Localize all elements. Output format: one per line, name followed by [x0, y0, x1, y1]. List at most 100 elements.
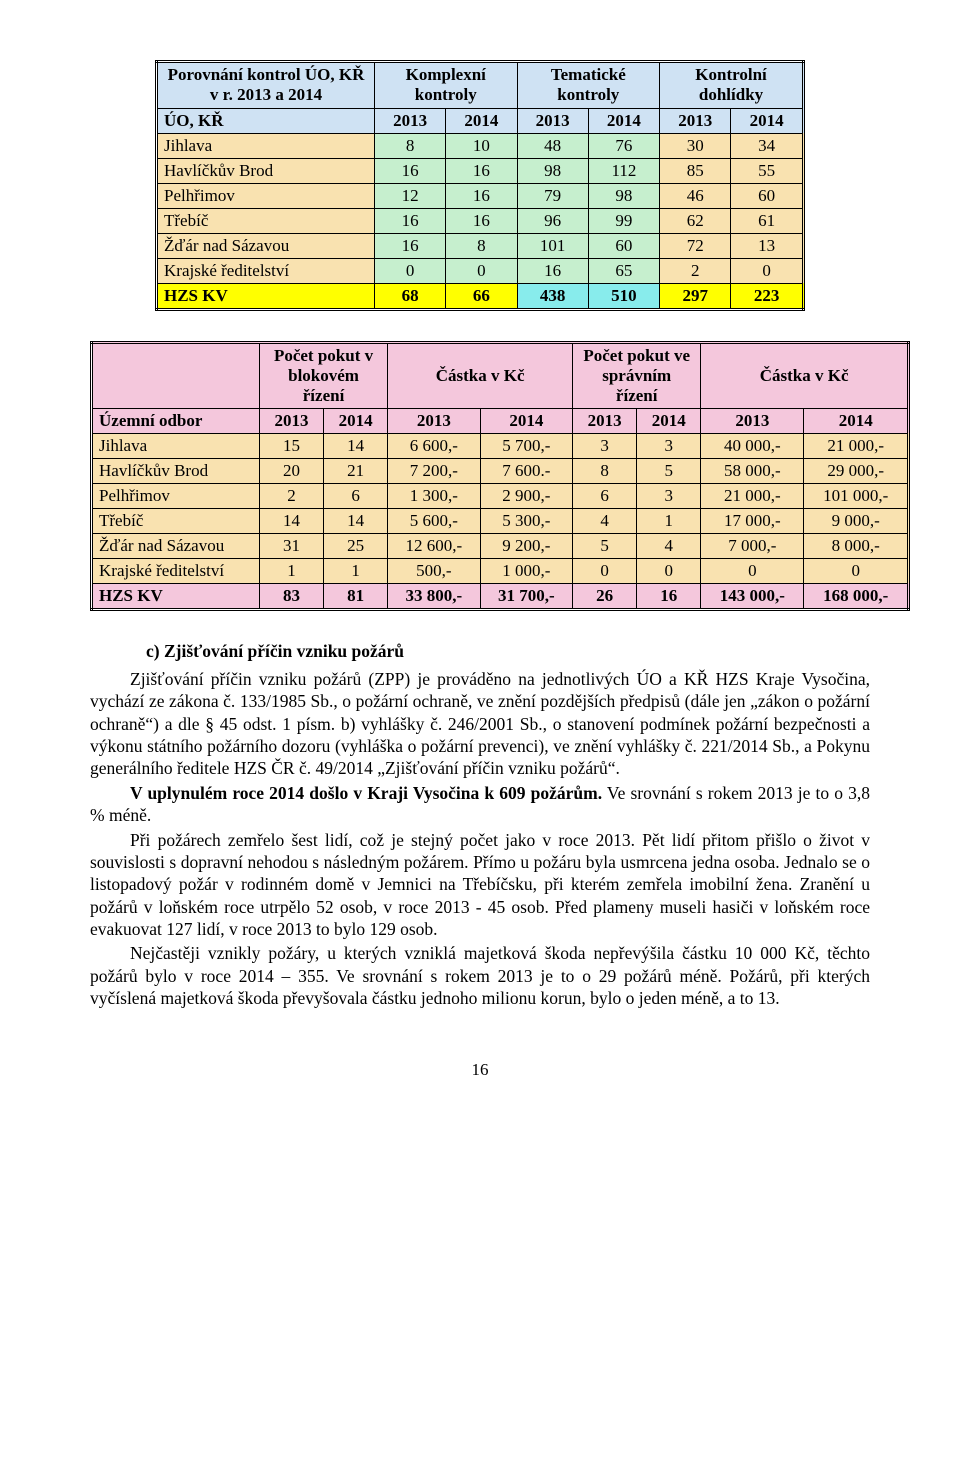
t2-cell: 5 600,-	[388, 508, 481, 533]
t2-year: 2013	[701, 408, 804, 433]
t2-cell: 6 600,-	[388, 433, 481, 458]
t2-cell: 3	[637, 433, 701, 458]
t1-total-label: HZS KV	[157, 283, 375, 309]
t2-row-label: Krajské ředitelství	[92, 558, 260, 583]
t2-cell: 58 000,-	[701, 458, 804, 483]
t1-year: 2013	[517, 108, 588, 133]
t2-cell: 21 000,-	[804, 433, 909, 458]
t1-cell: 16	[375, 208, 446, 233]
t2-group-2: Počet pokut ve správním řízení	[573, 342, 701, 408]
t1-total-cell: 297	[660, 283, 731, 309]
t2-cell: 0	[804, 558, 909, 583]
t1-cell: 46	[660, 183, 731, 208]
t1-cell: 8	[446, 233, 517, 258]
t2-cell: 9 200,-	[480, 533, 573, 558]
t2-cell: 1	[324, 558, 388, 583]
t1-cell: 16	[517, 258, 588, 283]
t2-cell: 8	[573, 458, 637, 483]
t2-cell: 31	[260, 533, 324, 558]
t2-cell: 5	[637, 458, 701, 483]
t2-cell: 5 300,-	[480, 508, 573, 533]
t1-cell: 16	[375, 158, 446, 183]
t1-cell: 60	[588, 233, 659, 258]
t2-cell: 29 000,-	[804, 458, 909, 483]
t2-total-cell: 143 000,-	[701, 583, 804, 609]
t2-cell: 5 700,-	[480, 433, 573, 458]
t2-cell: 21	[324, 458, 388, 483]
t1-row-label: Krajské ředitelství	[157, 258, 375, 283]
paragraph-2-bold: V uplynulém roce 2014 došlo v Kraji Vyso…	[130, 783, 602, 803]
t1-total-cell: 438	[517, 283, 588, 309]
t1-cell: 98	[588, 183, 659, 208]
t1-cell: 0	[446, 258, 517, 283]
t2-cell: 14	[260, 508, 324, 533]
table-controls-comparison: Porovnání kontrol ÚO, KŘ v r. 2013 a 201…	[155, 60, 805, 311]
t2-cell: 0	[637, 558, 701, 583]
t2-cell: 1 000,-	[480, 558, 573, 583]
t2-cell: 6	[324, 483, 388, 508]
t2-blank	[92, 342, 260, 408]
t2-group-0: Počet pokut v blokovém řízení	[260, 342, 388, 408]
t1-cell: 76	[588, 133, 659, 158]
t2-cell: 20	[260, 458, 324, 483]
t1-cell: 79	[517, 183, 588, 208]
t2-total-cell: 83	[260, 583, 324, 609]
t1-row-label: Třebíč	[157, 208, 375, 233]
t2-cell: 5	[573, 533, 637, 558]
t2-row-label: Pelhřimov	[92, 483, 260, 508]
t2-cell: 4	[573, 508, 637, 533]
t1-cell: 10	[446, 133, 517, 158]
t2-group-1: Částka v Kč	[388, 342, 573, 408]
section-heading-c: c) Zjišťování příčin vzniku požárů	[90, 641, 870, 662]
t1-total-cell: 223	[731, 283, 804, 309]
t2-row-label: Havlíčkův Brod	[92, 458, 260, 483]
t2-cell: 6	[573, 483, 637, 508]
t2-total-cell: 81	[324, 583, 388, 609]
t1-cell: 16	[375, 233, 446, 258]
t2-cell: 101 000,-	[804, 483, 909, 508]
t1-cell: 12	[375, 183, 446, 208]
page-number: 16	[90, 1060, 870, 1080]
t1-cell: 30	[660, 133, 731, 158]
t1-cell: 16	[446, 208, 517, 233]
t1-group-0: Komplexní kontroly	[375, 62, 518, 109]
t1-cell: 8	[375, 133, 446, 158]
t1-cell: 0	[731, 258, 804, 283]
t1-cell: 48	[517, 133, 588, 158]
t2-cell: 14	[324, 433, 388, 458]
t2-cell: 0	[573, 558, 637, 583]
t1-years-label: ÚO, KŘ	[157, 108, 375, 133]
t1-cell: 55	[731, 158, 804, 183]
t2-year: 2014	[324, 408, 388, 433]
t2-cell: 3	[573, 433, 637, 458]
t1-year: 2014	[588, 108, 659, 133]
t1-total-cell: 66	[446, 283, 517, 309]
t1-cell: 16	[446, 183, 517, 208]
t2-year: 2013	[573, 408, 637, 433]
t2-cell: 500,-	[388, 558, 481, 583]
t2-total-cell: 168 000,-	[804, 583, 909, 609]
t1-cell: 62	[660, 208, 731, 233]
t1-year: 2013	[660, 108, 731, 133]
t1-row-label: Jihlava	[157, 133, 375, 158]
t2-cell: 12 600,-	[388, 533, 481, 558]
t2-cell: 1 300,-	[388, 483, 481, 508]
t1-cell: 61	[731, 208, 804, 233]
paragraph-1: Zjišťování příčin vzniku požárů (ZPP) je…	[90, 668, 870, 780]
t1-title: Porovnání kontrol ÚO, KŘ v r. 2013 a 201…	[157, 62, 375, 109]
t2-cell: 1	[637, 508, 701, 533]
t2-cell: 25	[324, 533, 388, 558]
t1-group-1: Tematické kontroly	[517, 62, 660, 109]
t2-row-label: Třebíč	[92, 508, 260, 533]
t2-cell: 7 000,-	[701, 533, 804, 558]
t2-year: 2014	[480, 408, 573, 433]
table-fines: Počet pokut v blokovém řízení Částka v K…	[90, 341, 910, 611]
t2-year: 2014	[637, 408, 701, 433]
t2-cell: 0	[701, 558, 804, 583]
t1-year: 2014	[446, 108, 517, 133]
t1-group-2: Kontrolní dohlídky	[660, 62, 804, 109]
t2-cell: 8 000,-	[804, 533, 909, 558]
t2-cell: 7 600.-	[480, 458, 573, 483]
paragraph-4: Nejčastěji vznikly požáry, u kterých vzn…	[90, 942, 870, 1009]
t2-years-label: Územní odbor	[92, 408, 260, 433]
